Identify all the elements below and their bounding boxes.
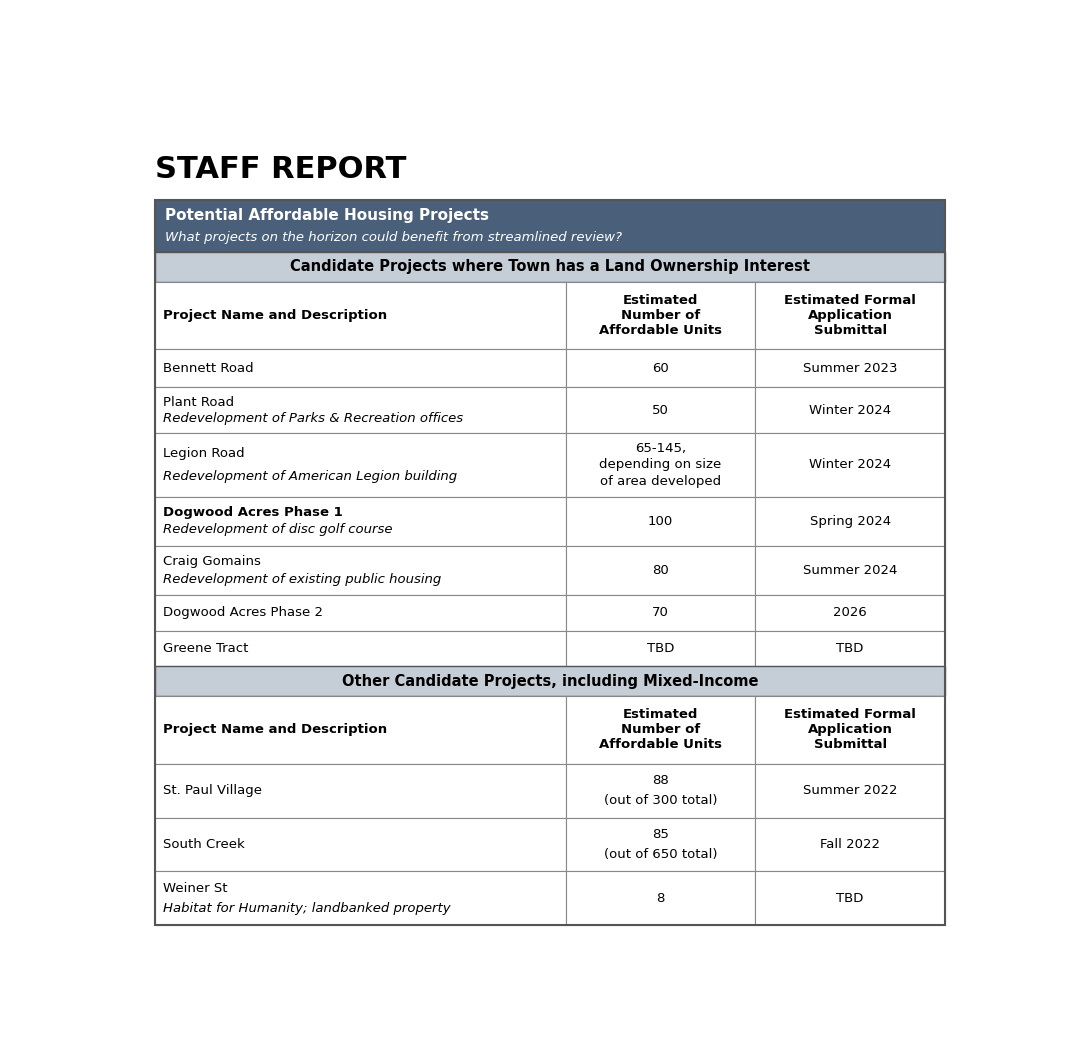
Text: 70: 70 <box>652 606 668 619</box>
Bar <box>755 872 945 926</box>
Bar <box>155 818 565 872</box>
Text: South Creek: South Creek <box>163 838 245 851</box>
Bar <box>755 696 945 764</box>
Bar <box>565 696 755 764</box>
Text: Summer 2022: Summer 2022 <box>803 784 897 797</box>
Text: Project Name and Description: Project Name and Description <box>163 309 387 322</box>
Bar <box>155 387 565 433</box>
Text: 85: 85 <box>652 828 668 841</box>
Text: Redevelopment of disc golf course: Redevelopment of disc golf course <box>163 524 393 536</box>
Bar <box>755 818 945 872</box>
Text: Fall 2022: Fall 2022 <box>820 838 880 851</box>
Bar <box>155 252 945 281</box>
Text: of area developed: of area developed <box>600 475 721 488</box>
Bar <box>155 872 565 926</box>
Bar <box>565 631 755 667</box>
Bar <box>155 764 565 818</box>
Bar <box>755 496 945 546</box>
Bar <box>755 349 945 387</box>
Bar <box>155 200 945 926</box>
Bar <box>155 496 565 546</box>
Bar <box>565 595 755 631</box>
Bar <box>565 818 755 872</box>
Text: Candidate Projects where Town has a Land Ownership Interest: Candidate Projects where Town has a Land… <box>290 259 810 274</box>
Bar <box>755 387 945 433</box>
Text: (out of 300 total): (out of 300 total) <box>604 794 717 807</box>
Text: Dogwood Acres Phase 2: Dogwood Acres Phase 2 <box>163 606 323 619</box>
Text: Spring 2024: Spring 2024 <box>809 514 891 528</box>
Text: Summer 2024: Summer 2024 <box>803 564 897 577</box>
Bar <box>565 872 755 926</box>
Text: Winter 2024: Winter 2024 <box>809 404 892 417</box>
Bar <box>155 595 565 631</box>
Text: 100: 100 <box>648 514 673 528</box>
Text: St. Paul Village: St. Paul Village <box>163 784 262 797</box>
Bar <box>565 764 755 818</box>
Text: Habitat for Humanity; landbanked property: Habitat for Humanity; landbanked propert… <box>163 901 451 914</box>
Text: Estimated Formal
Application
Submittal: Estimated Formal Application Submittal <box>784 709 916 751</box>
Bar <box>755 281 945 349</box>
Text: Bennett Road: Bennett Road <box>163 362 254 375</box>
Bar <box>755 546 945 595</box>
Text: Winter 2024: Winter 2024 <box>809 458 892 472</box>
Bar <box>755 764 945 818</box>
Text: 2026: 2026 <box>834 606 867 619</box>
Text: 65-145,: 65-145, <box>635 442 686 455</box>
Text: Dogwood Acres Phase 1: Dogwood Acres Phase 1 <box>163 506 343 518</box>
Text: Potential Affordable Housing Projects: Potential Affordable Housing Projects <box>165 208 489 223</box>
Text: depending on size: depending on size <box>600 458 722 472</box>
Text: 60: 60 <box>652 362 668 375</box>
Bar <box>155 200 945 252</box>
Text: TBD: TBD <box>837 642 864 655</box>
Bar <box>755 433 945 496</box>
Text: Redevelopment of Parks & Recreation offices: Redevelopment of Parks & Recreation offi… <box>163 412 464 425</box>
Text: Redevelopment of existing public housing: Redevelopment of existing public housing <box>163 572 441 586</box>
Text: Estimated
Number of
Affordable Units: Estimated Number of Affordable Units <box>599 294 722 338</box>
Bar <box>565 387 755 433</box>
Text: Other Candidate Projects, including Mixed-Income: Other Candidate Projects, including Mixe… <box>341 674 759 689</box>
Text: What projects on the horizon could benefit from streamlined review?: What projects on the horizon could benef… <box>165 231 622 243</box>
Text: Legion Road: Legion Road <box>163 448 245 460</box>
Text: Craig Gomains: Craig Gomains <box>163 555 261 568</box>
Text: Estimated Formal
Application
Submittal: Estimated Formal Application Submittal <box>784 294 916 338</box>
Text: Plant Road: Plant Road <box>163 396 234 408</box>
Text: Summer 2023: Summer 2023 <box>803 362 897 375</box>
Bar <box>155 546 565 595</box>
Bar <box>155 433 565 496</box>
Text: TBD: TBD <box>647 642 674 655</box>
Bar <box>155 281 565 349</box>
Text: TBD: TBD <box>837 892 864 905</box>
Text: Project Name and Description: Project Name and Description <box>163 724 387 736</box>
Bar <box>755 631 945 667</box>
Bar <box>565 349 755 387</box>
Text: 8: 8 <box>657 892 664 905</box>
Bar <box>155 696 565 764</box>
Bar <box>155 667 945 696</box>
Bar <box>155 631 565 667</box>
Bar <box>565 496 755 546</box>
Bar <box>565 433 755 496</box>
Text: 88: 88 <box>652 774 668 787</box>
Bar <box>755 595 945 631</box>
Text: 50: 50 <box>652 404 668 417</box>
Bar <box>155 349 565 387</box>
Bar <box>565 281 755 349</box>
Text: Estimated
Number of
Affordable Units: Estimated Number of Affordable Units <box>599 709 722 751</box>
Bar <box>565 546 755 595</box>
Text: Greene Tract: Greene Tract <box>163 642 249 655</box>
Text: Weiner St: Weiner St <box>163 882 227 895</box>
Text: STAFF REPORT: STAFF REPORT <box>155 156 407 184</box>
Text: Redevelopment of American Legion building: Redevelopment of American Legion buildin… <box>163 470 457 482</box>
Text: (out of 650 total): (out of 650 total) <box>604 847 717 860</box>
Text: 80: 80 <box>652 564 668 577</box>
